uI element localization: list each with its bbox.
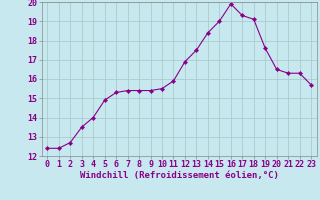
X-axis label: Windchill (Refroidissement éolien,°C): Windchill (Refroidissement éolien,°C) — [80, 171, 279, 180]
